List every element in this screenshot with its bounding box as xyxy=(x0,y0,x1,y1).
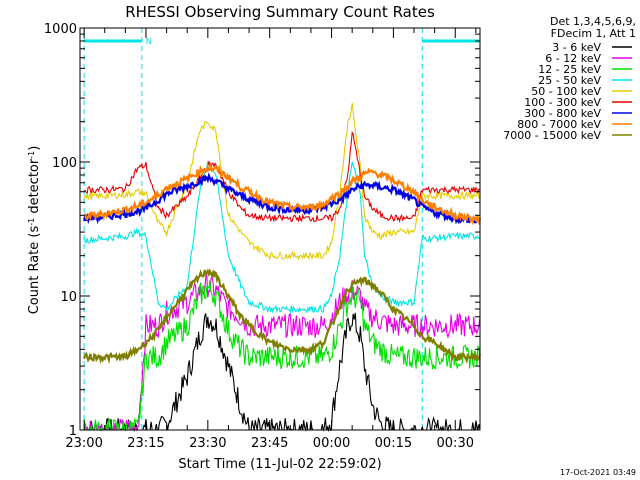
x-axis-ticks: 23:00 23:15 23:30 23:45 00:00 00:15 00:30 xyxy=(65,28,477,451)
series-line-100-300-kev xyxy=(83,130,481,224)
y-tick-label: 1000 xyxy=(44,22,77,37)
legend-header-line: FDecim 1, Att 1 xyxy=(551,27,636,40)
series-line-50-100-kev xyxy=(83,103,481,261)
legend-header-line: Det 1,3,4,5,6,9, xyxy=(550,15,636,28)
plot-frame xyxy=(79,27,481,431)
x-axis-label: Start Time (11-Jul-02 22:59:02) xyxy=(178,457,381,472)
legend-label-50-100-kev: 50 - 100 keV xyxy=(531,85,601,98)
series-line-12-25-kev xyxy=(83,280,481,432)
legend-label-7000-15000-kev: 7000 - 15000 keV xyxy=(503,129,601,142)
legend-label-300-800-kev: 300 - 800 keV xyxy=(524,107,601,120)
x-tick-label: 23:30 xyxy=(189,436,226,451)
y-tick-label: 10 xyxy=(60,290,77,305)
y-tick-label: 100 xyxy=(52,156,77,171)
legend-label-800-7000-kev: 800 - 7000 keV xyxy=(517,118,601,131)
y-tick-label: 1 xyxy=(69,424,77,439)
legend: Det 1,3,4,5,6,9,FDecim 1, Att 13 - 6 keV… xyxy=(503,15,636,142)
x-tick-label: 00:00 xyxy=(313,436,350,451)
chart-title: RHESSI Observing Summary Count Rates xyxy=(125,3,435,21)
x-tick-label: 23:45 xyxy=(251,436,288,451)
series-line-300-800-kev xyxy=(83,172,482,225)
legend-label-3-6-kev: 3 - 6 keV xyxy=(552,41,601,54)
x-tick-label: 00:15 xyxy=(375,436,412,451)
y-axis-ticks: 1 10 100 1000 xyxy=(44,22,480,439)
legend-label-12-25-kev: 12 - 25 keV xyxy=(538,63,601,76)
x-tick-label: 23:00 xyxy=(65,436,102,451)
legend-label-25-50-kev: 25 - 50 keV xyxy=(538,74,601,87)
marker-label: N xyxy=(146,37,152,46)
x-tick-label: 00:30 xyxy=(437,436,474,451)
y-axis-label: Count Rate (s-1 detector-1) xyxy=(27,146,43,315)
series-line-800-7000-kev xyxy=(83,162,482,226)
series-line-6-12-kev xyxy=(83,273,481,432)
legend-label-100-300-kev: 100 - 300 keV xyxy=(524,96,601,109)
legend-label-6-12-kev: 6 - 12 keV xyxy=(545,52,601,65)
series-line-25-50-kev xyxy=(83,160,481,315)
series-line-7000-15000-kev xyxy=(83,268,482,365)
x-tick-label: 23:15 xyxy=(127,436,164,451)
plot-area: N xyxy=(83,28,482,433)
footer-timestamp: 17-Oct-2021 03:49 xyxy=(560,468,636,477)
